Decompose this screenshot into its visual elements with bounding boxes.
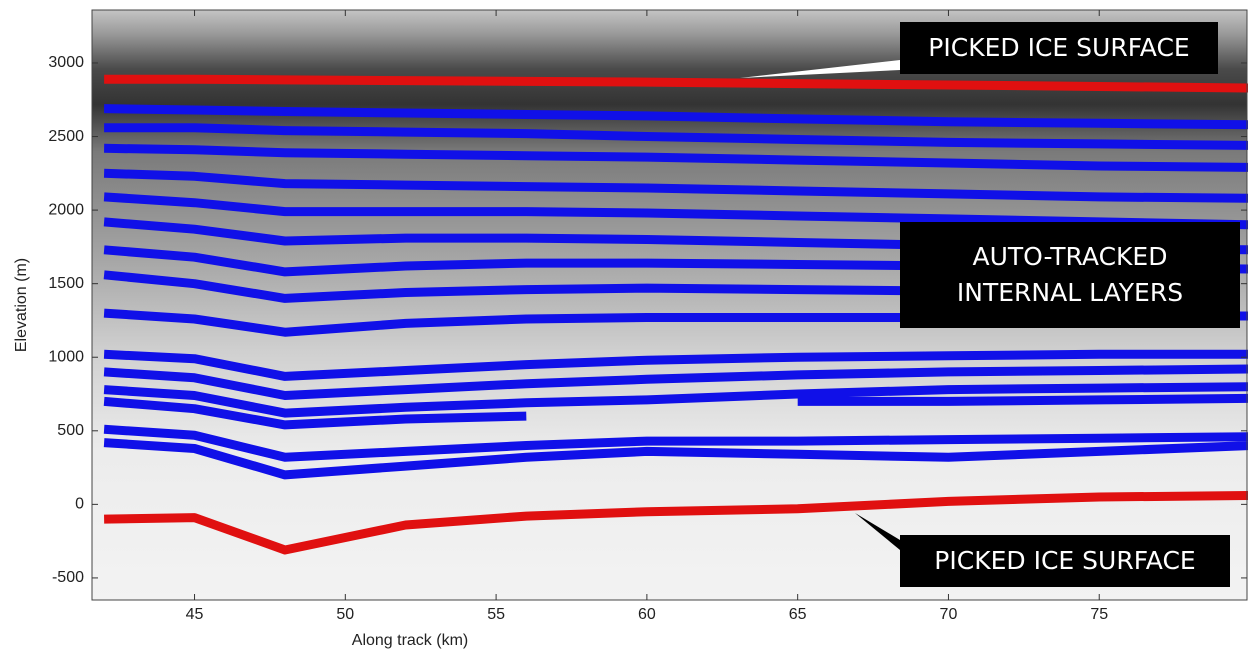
y-axis-title: Elevation (m) — [13, 258, 30, 352]
x-tick-label: 65 — [789, 606, 807, 623]
y-tick-label: 0 — [75, 496, 84, 513]
y-tick-label: 500 — [57, 422, 84, 439]
x-tick-label: 45 — [186, 606, 204, 623]
internal-layer — [103, 270, 949, 303]
x-tick-label: 70 — [940, 606, 958, 623]
internal-layer — [103, 364, 1248, 400]
annotation: AUTO-TRACKED INTERNAL LAYERS — [900, 222, 1240, 328]
callout-pointer — [740, 60, 900, 78]
y-tick-label: 2500 — [48, 128, 84, 145]
internal-layer — [103, 438, 1248, 480]
callout-pointer — [855, 513, 900, 550]
x-tick-label: 75 — [1090, 606, 1108, 623]
x-tick-label: 55 — [487, 606, 505, 623]
y-tick-label: 2000 — [48, 201, 84, 218]
internal-layer — [103, 192, 1248, 230]
internal-layer — [103, 393, 1248, 430]
x-tick-label: 60 — [638, 606, 656, 623]
y-tick-label: 1500 — [48, 275, 84, 292]
internal-layer — [103, 349, 1248, 381]
plot-frame — [91, 9, 1248, 601]
x-axis-title: Along track (km) — [352, 632, 468, 649]
internal-layer — [103, 168, 1248, 203]
annotation: PICKED ICE SURFACE — [900, 22, 1218, 74]
internal-layer — [104, 104, 1248, 130]
internal-layer — [103, 424, 1248, 462]
internal-layer — [104, 123, 1248, 150]
x-tick-label: 50 — [336, 606, 354, 623]
y-tick-label: 1000 — [48, 348, 84, 365]
picked-surface — [104, 491, 1248, 555]
y-tick-label: 3000 — [48, 54, 84, 71]
internal-layer — [103, 382, 1248, 418]
y-tick-label: -500 — [52, 569, 84, 586]
internal-layer — [104, 143, 1248, 172]
annotation: PICKED ICE SURFACE — [900, 535, 1230, 587]
picked-surface — [104, 74, 1248, 93]
